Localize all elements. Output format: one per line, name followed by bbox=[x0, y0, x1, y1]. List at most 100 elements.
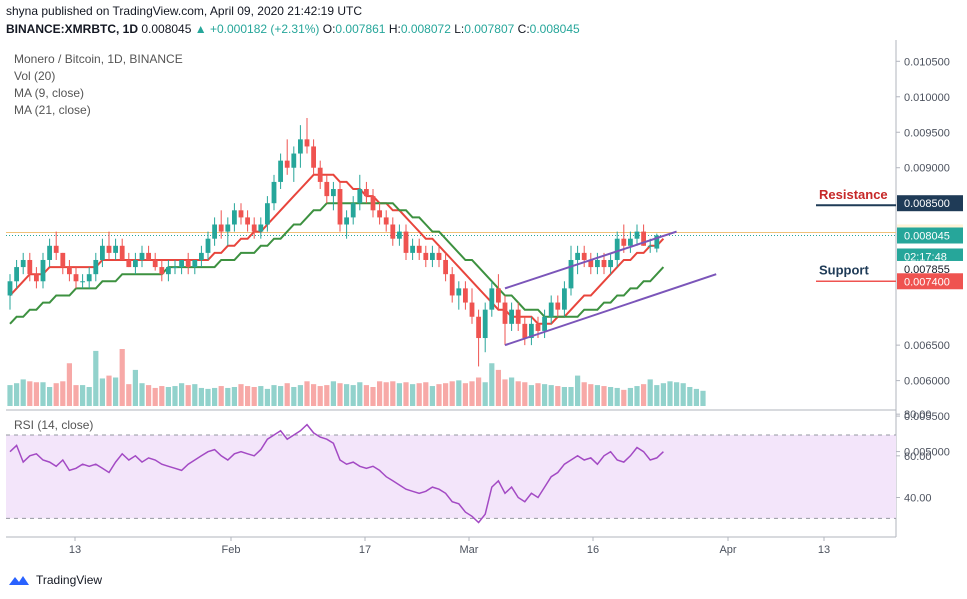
candle-body[interactable] bbox=[53, 245, 59, 253]
candle-body[interactable] bbox=[463, 288, 468, 303]
candle-body[interactable] bbox=[443, 259, 448, 275]
candle-body[interactable] bbox=[430, 252, 435, 260]
candle-body[interactable] bbox=[232, 210, 237, 225]
candle-body[interactable] bbox=[205, 238, 211, 253]
candle-body[interactable] bbox=[317, 167, 323, 182]
candle-body[interactable] bbox=[238, 210, 244, 218]
candle-body[interactable] bbox=[100, 245, 105, 260]
candle-body[interactable] bbox=[515, 309, 521, 324]
candle-body[interactable] bbox=[469, 302, 475, 317]
candle-body[interactable] bbox=[601, 259, 607, 268]
candle-body[interactable] bbox=[641, 231, 646, 246]
candle-body[interactable] bbox=[581, 252, 587, 260]
candle-body[interactable] bbox=[535, 323, 541, 331]
candle-body[interactable] bbox=[199, 252, 204, 260]
candle-body[interactable] bbox=[67, 267, 72, 275]
candle-body[interactable] bbox=[575, 252, 580, 260]
candle-body[interactable] bbox=[364, 189, 369, 197]
candle-body[interactable] bbox=[489, 288, 495, 310]
candle-body[interactable] bbox=[588, 259, 594, 268]
candle-body[interactable] bbox=[86, 274, 92, 282]
candle-body[interactable] bbox=[304, 139, 310, 147]
candle-body[interactable] bbox=[350, 203, 356, 218]
candle-body[interactable] bbox=[529, 323, 534, 339]
candle-body[interactable] bbox=[291, 153, 297, 168]
candle-body[interactable] bbox=[146, 252, 151, 260]
candle-body[interactable] bbox=[113, 245, 118, 253]
candle-body[interactable] bbox=[298, 139, 303, 154]
candle-body[interactable] bbox=[133, 259, 138, 268]
candle-body[interactable] bbox=[73, 274, 79, 282]
candle-body[interactable] bbox=[482, 309, 488, 339]
candle-body[interactable] bbox=[449, 274, 455, 296]
candle-body[interactable] bbox=[159, 267, 165, 275]
candle-body[interactable] bbox=[555, 302, 561, 310]
candle-body[interactable] bbox=[179, 259, 184, 268]
candle-body[interactable] bbox=[331, 189, 336, 197]
candle-body[interactable] bbox=[166, 267, 171, 275]
candle-body[interactable] bbox=[568, 259, 574, 289]
candle-body[interactable] bbox=[390, 224, 396, 239]
rsi-legend[interactable]: RSI (14, close) bbox=[14, 418, 94, 432]
candle-body[interactable] bbox=[509, 309, 514, 324]
candle-body[interactable] bbox=[416, 245, 422, 253]
candle-body[interactable] bbox=[311, 146, 316, 168]
candle-body[interactable] bbox=[218, 224, 224, 232]
candle-body[interactable] bbox=[93, 259, 99, 275]
ma21-legend[interactable]: MA (21, close) bbox=[14, 103, 91, 117]
candle-body[interactable] bbox=[614, 238, 620, 260]
candle-body[interactable] bbox=[106, 245, 112, 253]
candle-body[interactable] bbox=[225, 224, 231, 232]
candle-body[interactable] bbox=[654, 235, 660, 249]
candle-body[interactable] bbox=[621, 238, 627, 246]
candle-body[interactable] bbox=[20, 259, 26, 268]
candle-body[interactable] bbox=[60, 252, 66, 268]
candle-body[interactable] bbox=[562, 288, 567, 310]
ma9-legend[interactable]: MA (9, close) bbox=[14, 86, 85, 100]
candle-body[interactable] bbox=[383, 217, 389, 225]
candle-body[interactable] bbox=[476, 316, 481, 339]
candle-body[interactable] bbox=[172, 267, 178, 269]
vol-legend[interactable]: Vol (20) bbox=[14, 69, 56, 83]
candle-body[interactable] bbox=[628, 238, 633, 246]
candle-body[interactable] bbox=[152, 259, 158, 268]
candle-body[interactable] bbox=[185, 259, 191, 268]
candle-body[interactable] bbox=[337, 189, 343, 225]
candle-body[interactable] bbox=[265, 203, 270, 225]
candle-body[interactable] bbox=[403, 231, 409, 253]
candle-body[interactable] bbox=[324, 181, 330, 197]
trendline-upper[interactable] bbox=[504, 230, 677, 290]
candle-body[interactable] bbox=[542, 316, 547, 331]
candle-body[interactable] bbox=[126, 259, 132, 268]
candle-body[interactable] bbox=[284, 160, 290, 168]
candle-body[interactable] bbox=[423, 252, 429, 260]
candle-body[interactable] bbox=[496, 288, 501, 303]
candle-body[interactable] bbox=[271, 181, 277, 204]
candle-body[interactable] bbox=[344, 217, 349, 225]
candle-body[interactable] bbox=[212, 224, 217, 239]
candle-body[interactable] bbox=[47, 245, 52, 260]
chart-title-legend[interactable]: Monero / Bitcoin, 1D, BINANCE bbox=[14, 52, 183, 66]
candle-body[interactable] bbox=[192, 259, 198, 268]
candle-body[interactable] bbox=[14, 267, 19, 282]
candle-body[interactable] bbox=[40, 259, 46, 282]
candle-body[interactable] bbox=[410, 245, 415, 253]
candle-body[interactable] bbox=[278, 160, 283, 182]
candle-body[interactable] bbox=[377, 210, 382, 218]
candle-body[interactable] bbox=[258, 224, 264, 232]
candle-body[interactable] bbox=[7, 281, 13, 296]
candle-body[interactable] bbox=[436, 252, 442, 260]
candle-body[interactable] bbox=[251, 224, 257, 232]
candle-body[interactable] bbox=[397, 231, 402, 239]
candle-body[interactable] bbox=[27, 259, 33, 275]
candle-body[interactable] bbox=[357, 189, 363, 204]
candle-body[interactable] bbox=[245, 217, 250, 225]
candle-body[interactable] bbox=[608, 259, 613, 268]
candle-body[interactable] bbox=[647, 245, 653, 247]
candle-body[interactable] bbox=[119, 245, 125, 260]
tradingview-footer[interactable]: TradingView bbox=[8, 573, 102, 587]
candle-body[interactable] bbox=[595, 259, 600, 268]
candle-body[interactable] bbox=[634, 231, 640, 239]
candle-body[interactable] bbox=[456, 288, 462, 296]
